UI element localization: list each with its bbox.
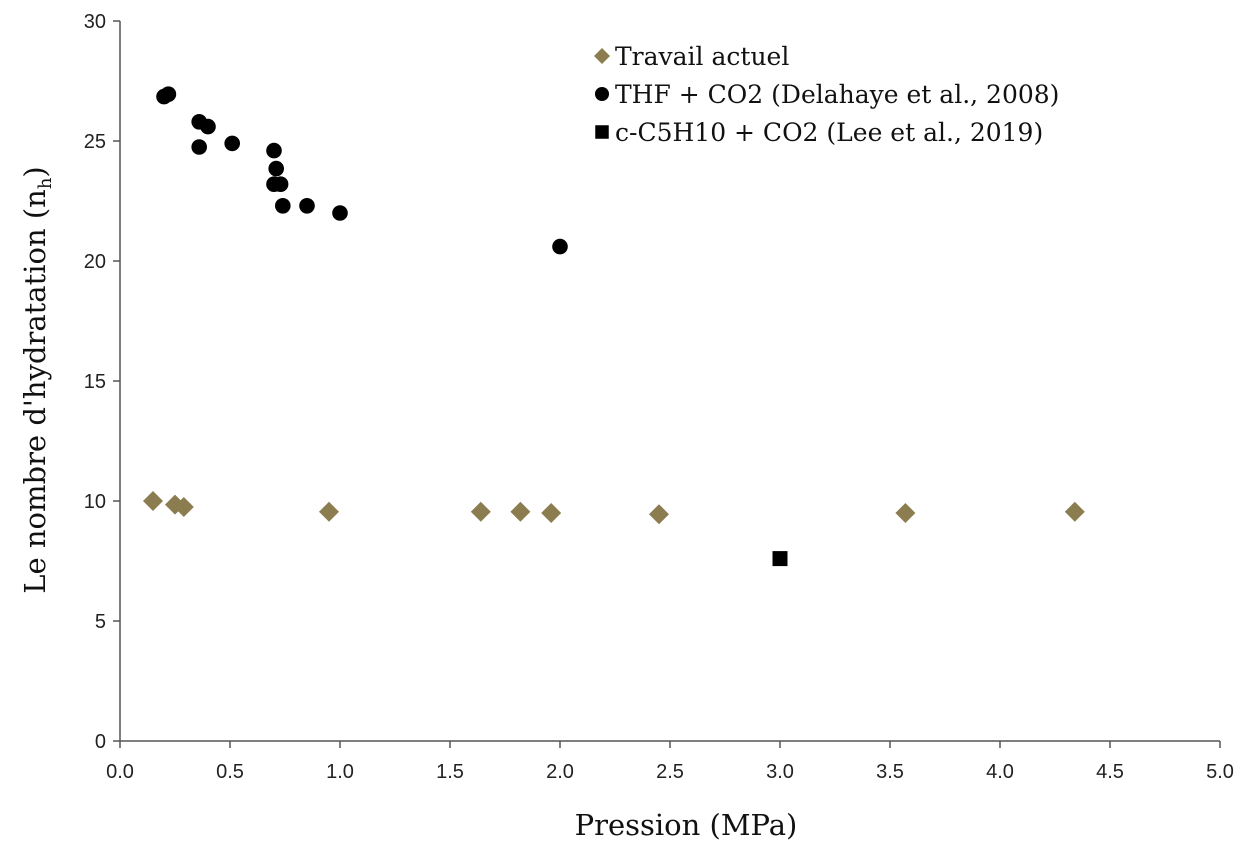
x-axis-title: Pression (MPa) [575, 808, 798, 841]
diamond-point [895, 503, 916, 523]
x-tick-label: 3.0 [766, 761, 794, 783]
legend-diamond-marker [594, 48, 610, 64]
circle-point [275, 198, 291, 214]
circle-point [160, 86, 177, 102]
y-tick-label: 10 [84, 491, 106, 513]
x-tick-label: 1.5 [436, 761, 464, 783]
y-axis-title-subscript: h [35, 177, 56, 189]
diamond-point [173, 497, 194, 517]
x-ticks: 0.0 0.5 1.0 1.5 2.0 2.5 3.0 3.5 4.0 4.5 5.0 [106, 741, 1234, 783]
circle-point [268, 160, 285, 177]
y-ticks: 0 5 10 15 20 25 30 [84, 11, 120, 753]
x-tick-label: 0.5 [216, 761, 244, 783]
circle-point [272, 176, 289, 192]
diamond-point [510, 501, 531, 522]
plot-area: 0.0 0.5 1.0 1.5 2.0 2.5 3.0 3.5 4.0 4.5 5.0 0 5 10 15… [84, 11, 1234, 783]
y-tick-label: 5 [95, 611, 106, 633]
x-tick-label: 1.0 [326, 761, 354, 783]
circle-point [332, 205, 348, 221]
circle-point [266, 142, 282, 159]
y-tick-label: 0 [95, 731, 106, 753]
y-tick-label: 20 [84, 251, 106, 273]
legend-label: Travail actuel [615, 42, 789, 71]
circle-point [299, 198, 315, 214]
x-tick-label: 4.0 [986, 761, 1014, 783]
y-axis-title-main: Le nombre d'hydratation (n [18, 189, 52, 594]
x-tick-label: 0.0 [106, 761, 134, 783]
x-tick-label: 5.0 [1206, 761, 1234, 783]
y-tick-label: 15 [84, 371, 106, 393]
diamond-point [143, 491, 163, 511]
diamond-point [649, 504, 669, 525]
circle-point [224, 135, 240, 152]
diamond-point [319, 501, 339, 522]
circle-point [200, 118, 216, 135]
data-points [143, 86, 1085, 567]
diamond-point [470, 501, 491, 522]
y-tick-label: 30 [84, 11, 106, 33]
square-point [772, 551, 788, 567]
diamond-point [1064, 501, 1085, 522]
legend-circle-marker [594, 86, 610, 102]
x-tick-label: 4.5 [1096, 761, 1124, 783]
y-axis-title: Le nombre d'hydratation (nh) [18, 166, 56, 594]
legend: Travail actuel THF + CO2 (Delahaye et al.… [594, 42, 1059, 147]
x-tick-label: 3.5 [876, 761, 904, 783]
legend-label: THF + CO2 (Delahaye et al., 2008) [615, 80, 1059, 109]
y-tick-label: 25 [84, 131, 106, 153]
y-axis-title-close: ) [18, 166, 52, 177]
circle-point [191, 139, 207, 155]
diamond-point [541, 503, 562, 523]
legend-label: c-C5H10 + CO2 (Lee et al., 2019) [615, 118, 1043, 147]
legend-square-marker [595, 125, 609, 139]
x-tick-label: 2.5 [656, 761, 684, 783]
circle-point [552, 238, 568, 255]
x-tick-label: 2.0 [546, 761, 574, 783]
